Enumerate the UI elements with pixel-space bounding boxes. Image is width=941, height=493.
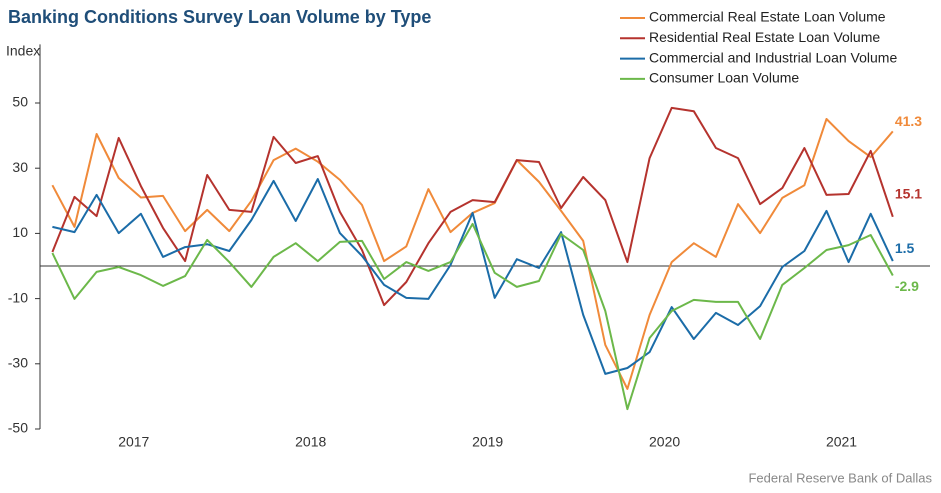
x-tick-label: 2021 <box>826 434 857 450</box>
y-tick-label: 50 <box>12 94 28 110</box>
legend-label: Commercial and Industrial Loan Volume <box>649 49 897 65</box>
series-line <box>51 222 894 411</box>
y-tick-label: 10 <box>12 224 28 240</box>
end-value-label: -2.9 <box>895 278 919 294</box>
legend-label: Commercial Real Estate Loan Volume <box>649 9 886 25</box>
series-line <box>51 118 894 390</box>
source: Federal Reserve Bank of Dallas <box>748 470 932 485</box>
y-axis-label: Index <box>6 43 40 59</box>
legend-label: Consumer Loan Volume <box>649 70 799 86</box>
series-line <box>51 106 894 307</box>
end-value-label: 15.1 <box>895 185 922 201</box>
legend-label: Residential Real Estate Loan Volume <box>649 29 880 45</box>
x-tick-label: 2017 <box>118 434 149 450</box>
end-value-label: 1.5 <box>895 240 915 256</box>
y-tick-label: -30 <box>8 355 28 371</box>
x-tick-label: 2019 <box>472 434 503 450</box>
x-tick-label: 2020 <box>649 434 680 450</box>
y-tick-label: -50 <box>8 420 28 436</box>
y-tick-label: 30 <box>12 159 28 175</box>
series-line <box>52 178 894 375</box>
chart-title: Banking Conditions Survey Loan Volume by… <box>8 7 431 27</box>
x-tick-label: 2018 <box>295 434 326 450</box>
y-tick-label: -10 <box>8 289 28 305</box>
end-value-label: 41.3 <box>895 113 922 129</box>
